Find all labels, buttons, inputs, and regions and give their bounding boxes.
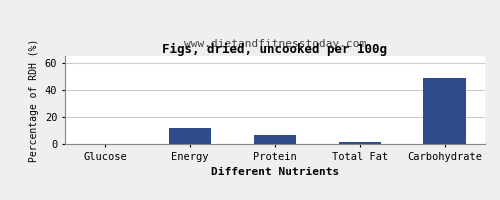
Text: www.dietandfitnesstoday.com: www.dietandfitnesstoday.com <box>184 39 366 49</box>
Title: Figs, dried, uncooked per 100g: Figs, dried, uncooked per 100g <box>162 43 388 56</box>
X-axis label: Different Nutrients: Different Nutrients <box>211 167 339 177</box>
Bar <box>254 135 296 144</box>
Y-axis label: Percentage of RDH (%): Percentage of RDH (%) <box>30 38 40 162</box>
Bar <box>338 142 381 144</box>
Bar <box>424 78 466 144</box>
Bar <box>169 128 212 144</box>
